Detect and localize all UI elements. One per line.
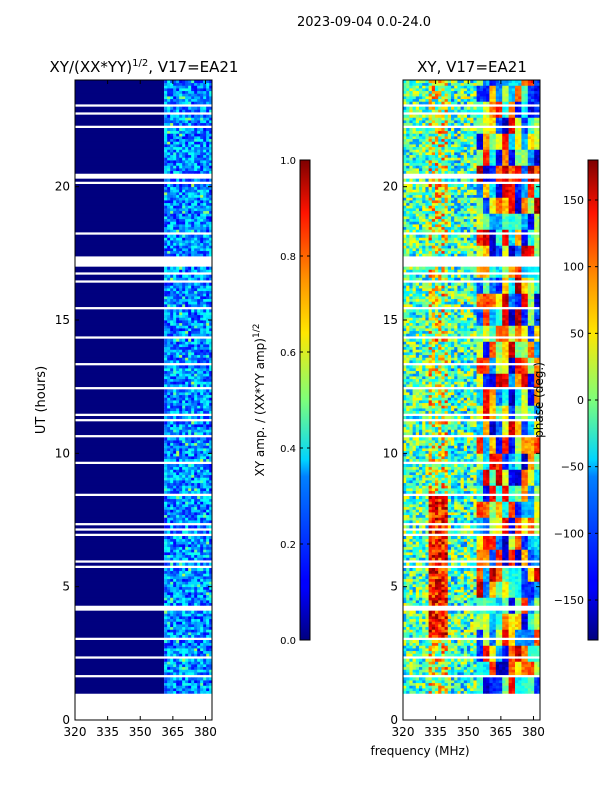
- amplitude-heatmap: [75, 80, 212, 694]
- phase-panel-title: XY, V17=EA21: [417, 58, 527, 76]
- phase-colorbar-ticks: −150 −100 −50 0 50 100 150: [554, 194, 598, 607]
- phase-colorbar-tick-label: 0: [577, 394, 584, 407]
- amplitude-ytick-label: 20: [55, 180, 70, 194]
- amplitude-colorbar-tick-label: 1.0: [280, 156, 296, 167]
- figure-suptitle: 2023-09-04 0.0-24.0: [297, 15, 431, 30]
- amplitude-xtick-label: 365: [161, 725, 184, 739]
- amplitude-colorbar-gradient: [300, 160, 310, 640]
- amplitude-colorbar-tick-label: 0.0: [280, 636, 296, 647]
- phase-xtick-label: 350: [457, 725, 480, 739]
- phase-ytick-label: 0: [390, 713, 398, 727]
- phase-colorbar-gradient: [588, 160, 598, 640]
- phase-colorbar-tick-label: 100: [563, 261, 584, 274]
- amplitude-panel: XY/(XX*YY)1/2, V17=EA21 320 335 350 365 380 0…: [34, 58, 238, 739]
- phase-heatmap: [403, 80, 540, 694]
- amplitude-ytick-label: 0: [62, 713, 70, 727]
- amplitude-xtick-label: 320: [64, 725, 87, 739]
- phase-ytick-label: 5: [390, 580, 398, 594]
- phase-panel: XY, V17=EA21 320 335 350 365 380 0 5 10 15 20 fre…: [370, 58, 544, 758]
- phase-axis-ticks: 320 335 350 365 380 0 5 10 15 20: [383, 80, 545, 739]
- phase-colorbar-label: phase (deg.): [532, 362, 546, 438]
- amplitude-panel-title: XY/(XX*YY)1/2, V17=EA21: [50, 58, 239, 76]
- amplitude-colorbar-tick-label: 0.4: [280, 444, 296, 455]
- amplitude-colorbar-tick-label: 0.8: [280, 252, 296, 263]
- phase-ytick-label: 20: [383, 180, 398, 194]
- amplitude-xtick-label: 350: [129, 725, 152, 739]
- amplitude-xtick-label: 335: [96, 725, 119, 739]
- phase-colorbar-tick-label: −100: [554, 527, 584, 540]
- amplitude-colorbar: 0.0 0.2 0.4 0.6 0.8 1.0 XY amp. / (XX*YY amp)…: [252, 156, 311, 647]
- phase-colorbar: −150 −100 −50 0 50 100 150 phase (deg.): [532, 159, 599, 641]
- amplitude-ytick-label: 5: [62, 580, 70, 594]
- amplitude-plot-frame: [74, 79, 213, 721]
- amplitude-colorbar-tick-label: 0.2: [280, 540, 296, 551]
- amplitude-ytick-label: 10: [55, 446, 70, 460]
- amplitude-ytick-label: 15: [55, 313, 70, 327]
- amplitude-axis-ticks: 320 335 350 365 380 0 5 10 15 20: [55, 80, 217, 739]
- phase-colorbar-tick-label: 50: [570, 327, 584, 340]
- phase-xtick-label: 335: [424, 725, 447, 739]
- amplitude-colorbar-label: XY amp. / (XX*YY amp)1/2: [252, 324, 267, 477]
- phase-colorbar-tick-label: 150: [563, 194, 584, 207]
- phase-ytick-label: 15: [383, 313, 398, 327]
- amplitude-colorbar-frame: [299, 159, 311, 641]
- phase-xtick-label: 320: [392, 725, 415, 739]
- phase-colorbar-tick-label: −50: [561, 461, 584, 474]
- phase-ytick-label: 10: [383, 446, 398, 460]
- frequency-x-axis-label: frequency (MHz): [370, 744, 469, 758]
- phase-xtick-label: 380: [522, 725, 545, 739]
- amplitude-xtick-label: 380: [194, 725, 217, 739]
- phase-plot-frame: [402, 79, 541, 721]
- phase-colorbar-tick-label: −150: [554, 594, 584, 607]
- amplitude-y-axis-label: UT (hours): [34, 366, 49, 434]
- amplitude-colorbar-ticks: 0.0 0.2 0.4 0.6 0.8 1.0: [280, 156, 310, 647]
- amplitude-colorbar-tick-label: 0.6: [280, 348, 296, 359]
- phase-xtick-label: 365: [489, 725, 512, 739]
